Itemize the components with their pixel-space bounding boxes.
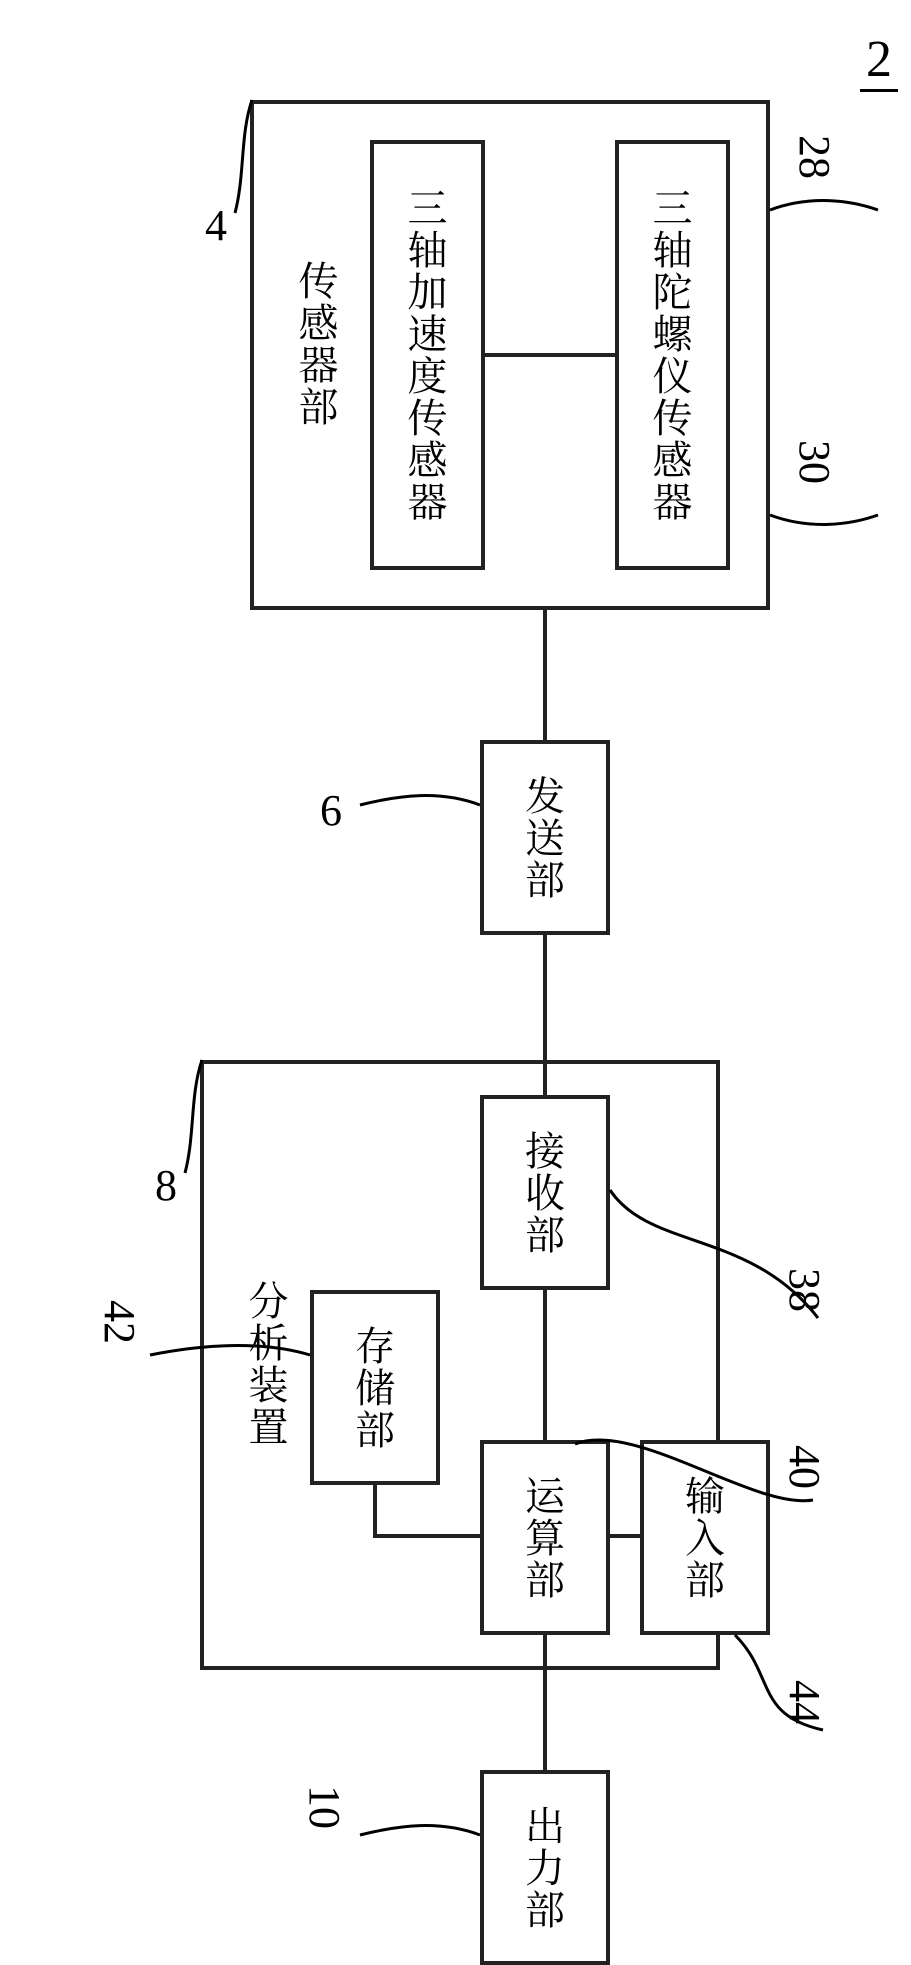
link-storage-v	[373, 1485, 377, 1538]
ref-input: 44	[779, 1680, 830, 1724]
transmitter-label: 发送部	[517, 775, 574, 901]
leader-4	[235, 95, 275, 215]
ref-gyro: 30	[789, 440, 840, 484]
transmitter-box: 发送部	[480, 740, 610, 935]
accel-gyro-link	[485, 353, 615, 357]
ref-sensor-unit: 4	[205, 200, 227, 251]
ref-transmitter: 6	[320, 785, 342, 836]
link-storage-compute	[373, 1534, 480, 1538]
ref-storage: 42	[94, 1300, 145, 1344]
ref-analyzer: 8	[155, 1160, 177, 1211]
diagram-canvas: 传感器部 三轴加速度传感器 三轴陀螺仪传感器 发送部 分析装置 接收部 存储部 …	[0, 0, 911, 1951]
gyro-sensor-box: 三轴陀螺仪传感器	[615, 140, 730, 570]
storage-box: 存储部	[310, 1290, 440, 1485]
leader-10	[360, 1815, 480, 1855]
leader-8	[185, 1055, 225, 1175]
receiver-label: 接收部	[517, 1130, 574, 1256]
link-tx-analyzer	[543, 935, 547, 1095]
leader-30	[770, 495, 880, 535]
accel-sensor-label: 三轴加速度传感器	[399, 187, 456, 523]
leader-28	[770, 190, 880, 230]
accel-sensor-box: 三轴加速度传感器	[370, 140, 485, 570]
link-sensor-tx	[543, 610, 547, 740]
receiver-box: 接收部	[480, 1095, 610, 1290]
link-compute-output	[543, 1635, 547, 1770]
sensor-unit-title: 传感器部	[290, 260, 347, 428]
output-box: 出力部	[480, 1770, 610, 1965]
ref-accel: 28	[789, 135, 840, 179]
ref-output: 10	[299, 1785, 350, 1829]
ref-system: 2	[860, 30, 898, 92]
ref-receiver: 38	[779, 1268, 830, 1312]
output-label: 出力部	[517, 1805, 574, 1931]
leader-42	[150, 1335, 310, 1375]
leader-6	[360, 785, 480, 825]
gyro-sensor-label: 三轴陀螺仪传感器	[644, 187, 701, 523]
link-compute-input	[610, 1534, 640, 1538]
compute-label: 运算部	[517, 1475, 574, 1601]
ref-compute: 40	[779, 1445, 830, 1489]
link-rx-compute	[543, 1290, 547, 1440]
storage-label: 存储部	[347, 1325, 404, 1451]
